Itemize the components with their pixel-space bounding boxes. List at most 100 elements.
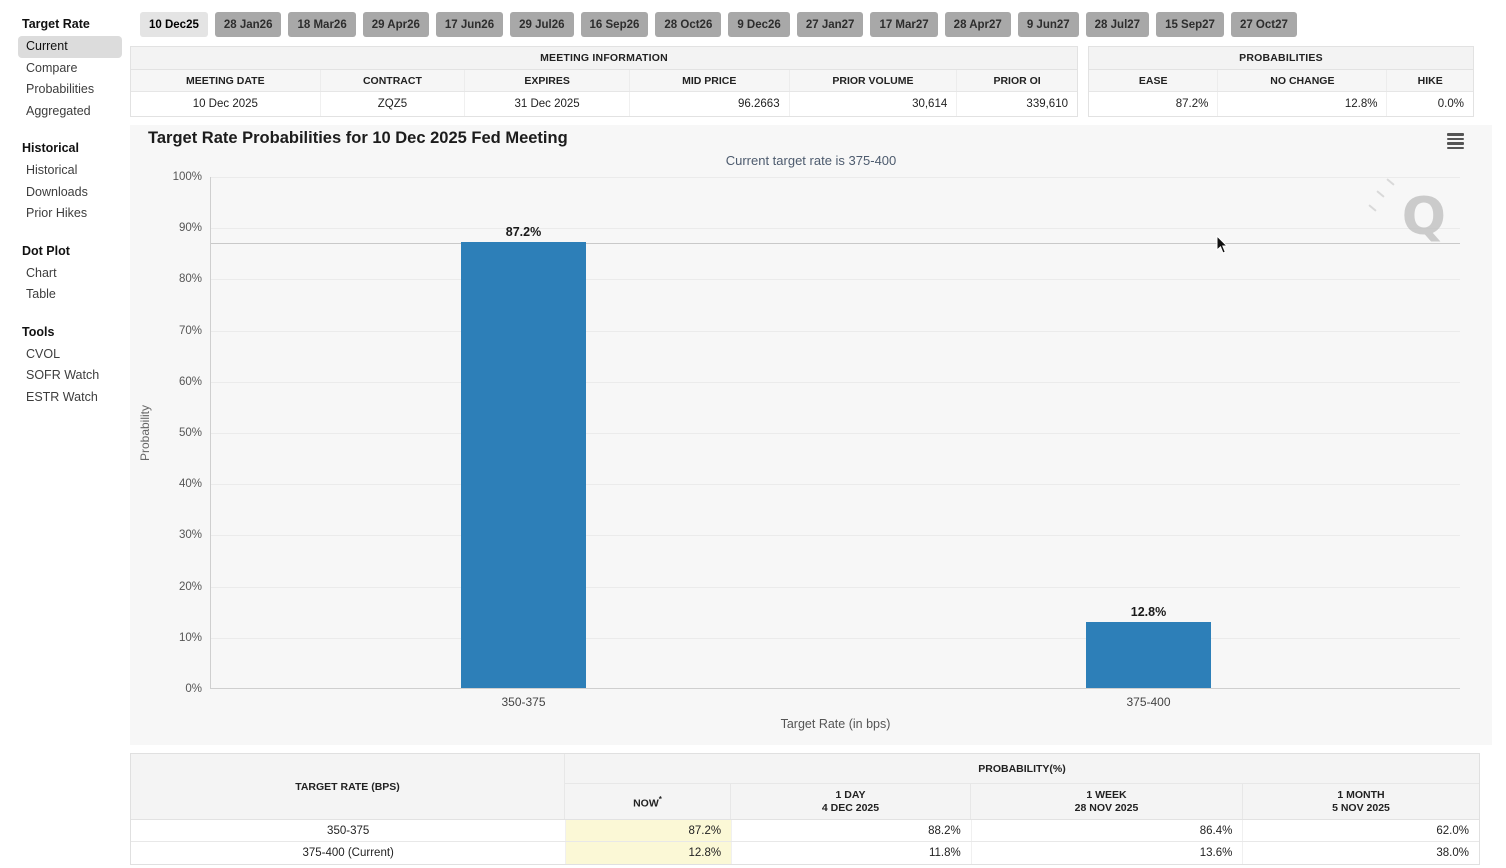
now-cell: 87.2% — [566, 820, 733, 841]
tab-29-apr26[interactable]: 29 Apr26 — [362, 12, 429, 37]
month-cell: 62.0% — [1436, 825, 1469, 837]
expires-value: 31 Dec 2025 — [465, 92, 630, 116]
meeting-date-value: 10 Dec 2025 — [131, 92, 321, 116]
gridline — [211, 330, 1460, 332]
tab-17-mar27[interactable]: 17 Mar27 — [870, 12, 938, 37]
sidebar-item-sofr-watch[interactable]: SOFR Watch — [26, 368, 100, 382]
bar-value-label: 12.8% — [1130, 605, 1167, 620]
tab-10-dec25[interactable]: 10 Dec25 — [140, 12, 208, 37]
mouse-cursor — [1216, 235, 1229, 254]
probability-bar[interactable] — [1086, 622, 1211, 688]
y-axis-tick: 90% — [178, 222, 202, 235]
probability-group-header: PROBABILITY(%) — [565, 754, 1479, 784]
col-contract: CONTRACT — [321, 70, 466, 91]
col-prior-volume: PRIOR VOLUME — [790, 70, 958, 91]
table-row: 375-400 (Current) 12.8% 11.8% 13.6% 38.0… — [131, 842, 1479, 864]
y-axis-tick: 30% — [178, 529, 202, 542]
week-cell: 13.6% — [972, 842, 1244, 864]
month-cell: 38.0% — [1436, 847, 1469, 859]
target-rate-chart: Target Rate Probabilities for 10 Dec 202… — [130, 125, 1492, 745]
meeting-tabs: 10 Dec25 28 Jan26 18 Mar26 29 Apr26 17 Jun26… — [140, 12, 1506, 37]
sidebar-item-chart[interactable]: Chart — [26, 265, 57, 280]
sidebar-section-target-rate: Target Rate — [22, 17, 90, 31]
chart-title: Target Rate Probabilities for 10 Dec 202… — [148, 129, 568, 147]
y-axis-tick: 60% — [178, 375, 202, 388]
main-content: 10 Dec25 28 Jan26 18 Mar26 29 Apr26 17 Jun26… — [130, 0, 1506, 865]
y-axis-tick: 20% — [178, 580, 202, 593]
col-expires: EXPIRES — [465, 70, 630, 91]
sidebar-item-aggregated[interactable]: Aggregated — [26, 103, 91, 118]
x-axis-title: Target Rate (in bps) — [780, 717, 891, 731]
col-1-day: 1 DAY 4 DEC 2025 — [731, 784, 971, 819]
sidebar-item-probabilities[interactable]: Probabilities — [26, 82, 95, 96]
tab-28-apr27[interactable]: 28 Apr27 — [944, 12, 1011, 37]
week-cell: 86.4% — [972, 820, 1244, 841]
sidebar-item-cvol[interactable]: CVOL — [26, 346, 61, 361]
sidebar: Target Rate Current Compare Probabilities Ag… — [0, 0, 130, 408]
y-axis-tick: 100% — [172, 171, 202, 183]
probability-bar[interactable] — [461, 241, 586, 688]
gridline — [211, 637, 1460, 639]
y-axis-tick: 40% — [178, 478, 202, 491]
y-axis-tick: 10% — [178, 631, 202, 644]
chart-menu-icon[interactable] — [1447, 133, 1464, 151]
sidebar-section-tools: Tools — [22, 324, 55, 339]
col-prior-oi: PRIOR OI — [993, 75, 1041, 87]
probability-history-table: TARGET RATE (BPS) PROBABILITY(%) NOW* 1 … — [130, 753, 1480, 865]
mid-price-value: 96.2663 — [630, 92, 790, 116]
probabilities-title: PROBABILITIES — [1089, 47, 1473, 70]
sidebar-item-historical[interactable]: Historical — [26, 163, 78, 177]
gridline — [211, 228, 1460, 230]
col-meeting-date: MEETING DATE — [131, 70, 321, 91]
gridline — [211, 586, 1460, 588]
watermark-q: Q — [1368, 178, 1446, 243]
hike-value: 0.0% — [1437, 98, 1464, 110]
day-cell: 11.8% — [732, 842, 972, 864]
rate-cell: 350-375 — [131, 820, 567, 841]
sidebar-item-current[interactable]: Current — [18, 36, 122, 58]
gridline — [211, 484, 1460, 486]
tab-17-jun26[interactable]: 17 Jun26 — [435, 12, 504, 37]
tab-28-jan26[interactable]: 28 Jan26 — [214, 12, 282, 37]
gridline — [211, 535, 1460, 537]
tab-27-oct27[interactable]: 27 Oct27 — [1230, 12, 1297, 37]
ease-value: 87.2% — [1089, 92, 1219, 116]
table-row: 350-375 87.2% 88.2% 86.4% 62.0% — [131, 820, 1479, 842]
sidebar-item-prior-hikes[interactable]: Prior Hikes — [26, 206, 88, 220]
col-no-change: NO CHANGE — [1218, 70, 1388, 91]
tab-28-jul27[interactable]: 28 Jul27 — [1085, 12, 1150, 37]
tab-29-jul26[interactable]: 29 Jul26 — [510, 12, 574, 37]
meeting-information-title: MEETING INFORMATION — [131, 47, 1077, 70]
tab-27-jan27[interactable]: 27 Jan27 — [796, 12, 864, 37]
meeting-information-table: MEETING INFORMATION MEETING DATE CONTRAC… — [130, 46, 1078, 117]
bar-value-label: 87.2% — [505, 224, 542, 239]
day-cell: 88.2% — [732, 820, 972, 841]
now-cell: 12.8% — [566, 842, 733, 864]
col-hike: HIKE — [1417, 75, 1443, 87]
sidebar-item-table[interactable]: Table — [26, 287, 56, 301]
probabilities-table: PROBABILITIES EASE NO CHANGE HIKE 87.2% … — [1088, 46, 1474, 117]
no-change-value: 12.8% — [1218, 92, 1388, 116]
sidebar-item-compare[interactable]: Compare — [26, 60, 78, 75]
sidebar-section-historical: Historical — [22, 141, 79, 155]
tab-18-mar26[interactable]: 18 Mar26 — [288, 12, 356, 37]
sidebar-section-dot-plot: Dot Plot — [22, 243, 70, 258]
sidebar-item-downloads[interactable]: Downloads — [26, 184, 88, 199]
y-axis-tick: 80% — [178, 273, 202, 286]
y-axis-title: Probability — [138, 404, 152, 461]
y-axis-tick: 0% — [185, 683, 202, 695]
tab-28-oct26[interactable]: 28 Oct26 — [655, 12, 722, 37]
target-rate-bps-header: TARGET RATE (BPS) — [131, 754, 565, 819]
tab-15-sep27[interactable]: 15 Sep27 — [1156, 12, 1224, 37]
contract-value: ZQZ5 — [321, 92, 466, 116]
x-category-label: 375-400 — [1126, 695, 1171, 709]
info-row: MEETING INFORMATION MEETING DATE CONTRAC… — [130, 46, 1506, 117]
tab-9-dec26[interactable]: 9 Dec26 — [728, 12, 790, 37]
tab-9-jun27[interactable]: 9 Jun27 — [1017, 12, 1079, 37]
chart-subtitle: Current target rate is 375-400 — [725, 153, 897, 168]
gridline — [211, 177, 1460, 178]
tab-16-sep26[interactable]: 16 Sep26 — [580, 12, 649, 37]
col-1-month: 1 MONTH 5 NOV 2025 — [1332, 788, 1390, 814]
sidebar-item-estr-watch[interactable]: ESTR Watch — [26, 389, 98, 404]
col-mid-price: MID PRICE — [630, 70, 790, 91]
